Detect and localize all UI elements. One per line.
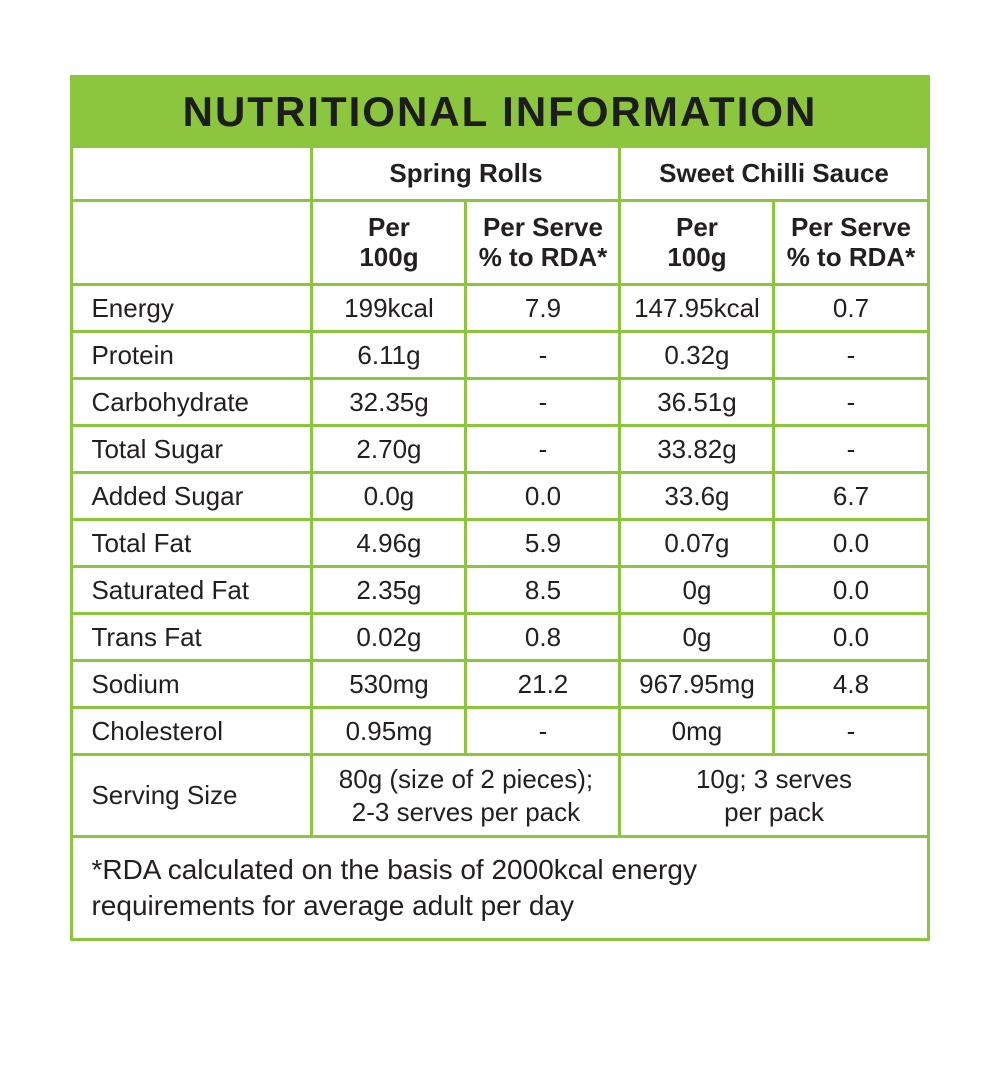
- sr-per-100g-value: 4.96g: [310, 518, 468, 568]
- empty-corner-cell: [70, 145, 314, 202]
- sr-per-100g-value: 0.02g: [310, 612, 468, 662]
- sc-per-serve-value: 6.7: [772, 471, 930, 521]
- nutrient-row-added-sugar: Added Sugar 0.0g 0.0 33.6g 6.7: [70, 471, 930, 521]
- sr-per-100g-value: 199kcal: [310, 283, 468, 333]
- nutrient-label: Total Sugar: [70, 424, 314, 474]
- sr-per-serve-value: 0.0: [464, 471, 622, 521]
- column-header-row: Per 100g Per Serve % to RDA* Per 100g Pe…: [70, 199, 930, 286]
- sr-per-100g-value: 6.11g: [310, 330, 468, 380]
- sc-per-100g-value: 0g: [618, 565, 776, 615]
- sc-per-serve-value: 4.8: [772, 659, 930, 709]
- sc-per-100g-value: 33.82g: [618, 424, 776, 474]
- col-header-sr-per-serve: Per Serve % to RDA*: [464, 199, 622, 286]
- nutrient-label: Added Sugar: [70, 471, 314, 521]
- nutrient-label: Total Fat: [70, 518, 314, 568]
- footnote-row: *RDA calculated on the basis of 2000kcal…: [70, 835, 930, 941]
- sr-per-serve-value: 21.2: [464, 659, 622, 709]
- col-header-sc-per-serve: Per Serve % to RDA*: [772, 199, 930, 286]
- nutrient-row-protein: Protein 6.11g - 0.32g -: [70, 330, 930, 380]
- sc-per-100g-value: 36.51g: [618, 377, 776, 427]
- product-header-row: Spring Rolls Sweet Chilli Sauce: [70, 145, 930, 202]
- empty-corner-cell: [70, 199, 314, 286]
- col-header-sc-per-100g: Per 100g: [618, 199, 776, 286]
- sr-per-100g-value: 2.70g: [310, 424, 468, 474]
- sc-per-100g-value: 0mg: [618, 706, 776, 756]
- nutrient-row-cholesterol: Cholesterol 0.95mg - 0mg -: [70, 706, 930, 756]
- sc-per-100g-value: 33.6g: [618, 471, 776, 521]
- nutrient-label: Carbohydrate: [70, 377, 314, 427]
- sc-per-100g-value: 147.95kcal: [618, 283, 776, 333]
- product-name-spring-rolls: Spring Rolls: [310, 145, 622, 202]
- sr-per-serve-value: 7.9: [464, 283, 622, 333]
- sc-per-serve-value: 0.0: [772, 565, 930, 615]
- page-title: NUTRITIONAL INFORMATION: [70, 75, 930, 148]
- sc-per-100g-value: 0.32g: [618, 330, 776, 380]
- sr-per-serve-value: -: [464, 706, 622, 756]
- sr-per-serve-value: 8.5: [464, 565, 622, 615]
- sr-per-serve-value: -: [464, 330, 622, 380]
- sc-per-100g-value: 0.07g: [618, 518, 776, 568]
- sr-per-100g-value: 530mg: [310, 659, 468, 709]
- serving-size-sweet-chilli: 10g; 3 serves per pack: [618, 753, 930, 838]
- sc-per-serve-value: 0.0: [772, 518, 930, 568]
- sr-per-100g-value: 32.35g: [310, 377, 468, 427]
- nutrient-row-trans-fat: Trans Fat 0.02g 0.8 0g 0.0: [70, 612, 930, 662]
- serving-size-spring-rolls: 80g (size of 2 pieces); 2-3 serves per p…: [310, 753, 622, 838]
- nutrient-label: Trans Fat: [70, 612, 314, 662]
- sr-per-serve-value: 0.8: [464, 612, 622, 662]
- product-name-sweet-chilli-sauce: Sweet Chilli Sauce: [618, 145, 930, 202]
- nutrient-label: Saturated Fat: [70, 565, 314, 615]
- sc-per-serve-value: -: [772, 377, 930, 427]
- sr-per-100g-value: 2.35g: [310, 565, 468, 615]
- serving-size-label: Serving Size: [70, 753, 314, 838]
- nutrient-row-total-sugar: Total Sugar 2.70g - 33.82g -: [70, 424, 930, 474]
- nutrition-table: NUTRITIONAL INFORMATION Spring Rolls Swe…: [70, 75, 930, 941]
- nutrient-row-total-fat: Total Fat 4.96g 5.9 0.07g 0.0: [70, 518, 930, 568]
- sc-per-serve-value: 0.0: [772, 612, 930, 662]
- nutrient-label: Cholesterol: [70, 706, 314, 756]
- nutrient-label: Energy: [70, 283, 314, 333]
- nutrient-row-saturated-fat: Saturated Fat 2.35g 8.5 0g 0.0: [70, 565, 930, 615]
- sr-per-serve-value: -: [464, 424, 622, 474]
- sc-per-serve-value: 0.7: [772, 283, 930, 333]
- nutrient-row-carbohydrate: Carbohydrate 32.35g - 36.51g -: [70, 377, 930, 427]
- sc-per-100g-value: 0g: [618, 612, 776, 662]
- title-row: NUTRITIONAL INFORMATION: [70, 75, 930, 148]
- nutrient-row-sodium: Sodium 530mg 21.2 967.95mg 4.8: [70, 659, 930, 709]
- rda-footnote: *RDA calculated on the basis of 2000kcal…: [70, 835, 930, 941]
- sr-per-100g-value: 0.95mg: [310, 706, 468, 756]
- sc-per-serve-value: -: [772, 706, 930, 756]
- col-header-sr-per-100g: Per 100g: [310, 199, 468, 286]
- sr-per-serve-value: -: [464, 377, 622, 427]
- nutrient-row-energy: Energy 199kcal 7.9 147.95kcal 0.7: [70, 283, 930, 333]
- serving-size-row: Serving Size 80g (size of 2 pieces); 2-3…: [70, 753, 930, 838]
- sr-per-100g-value: 0.0g: [310, 471, 468, 521]
- sr-per-serve-value: 5.9: [464, 518, 622, 568]
- nutrient-label: Protein: [70, 330, 314, 380]
- sc-per-100g-value: 967.95mg: [618, 659, 776, 709]
- nutrient-label: Sodium: [70, 659, 314, 709]
- sc-per-serve-value: -: [772, 330, 930, 380]
- sc-per-serve-value: -: [772, 424, 930, 474]
